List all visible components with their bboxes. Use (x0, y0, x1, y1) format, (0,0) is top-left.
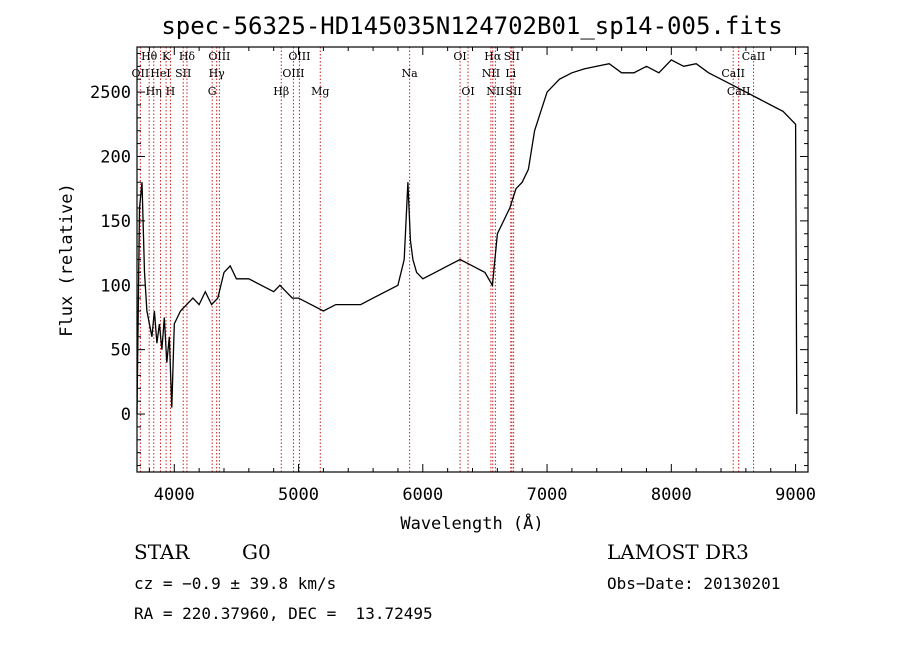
emission-line-labels: Hθ OII Hη K HeI H Hδ SII OIII Hγ G OIII OIII Hβ Mg Na OI… (131, 50, 765, 98)
y-tick-label: 150 (100, 212, 131, 232)
object-subclass: G0 (242, 540, 271, 564)
line-label: Hδ (179, 50, 196, 63)
line-label: CaII (727, 85, 751, 98)
plot-frame (136, 46, 809, 473)
x-tick-label: 8000 (651, 485, 692, 505)
line-label: Hη (146, 85, 162, 98)
y-tick-label: 2500 (90, 83, 131, 103)
x-axis-label: Wavelength (Å) (400, 512, 543, 534)
chart-title: spec-56325-HD145035N124702B01_sp14-005.f… (161, 12, 782, 40)
line-label: Na (402, 67, 419, 80)
line-label: K (162, 50, 171, 63)
y-axis: 0 50 100 150 200 2500 (90, 52, 808, 467)
line-label: SII (506, 85, 522, 98)
line-label: Hγ (209, 67, 226, 80)
line-label: Li (505, 67, 516, 80)
line-label: CaII (742, 50, 766, 63)
x-axis: 4000 5000 6000 7000 8000 9000 (148, 47, 816, 505)
survey-name: LAMOST DR3 (607, 540, 749, 564)
line-label: NII (486, 85, 504, 98)
line-label: OI (453, 50, 466, 63)
x-tick-label: 9000 (775, 485, 816, 505)
line-label: Hβ (273, 85, 289, 98)
obs-date-text: Obs−Date: 20130201 (607, 574, 781, 593)
y-tick-label: 100 (100, 276, 131, 296)
line-label: Mg (311, 85, 329, 98)
line-label: OIII (208, 50, 230, 63)
y-tick-label: 0 (121, 405, 131, 425)
line-label: HeI (150, 67, 170, 80)
y-tick-label: 50 (111, 341, 131, 361)
y-tick-label: 200 (100, 147, 131, 167)
x-tick-label: 6000 (402, 485, 443, 505)
spectrum-line (136, 59, 798, 415)
emission-line-markers (139, 47, 755, 472)
line-label: OIII (282, 67, 304, 80)
y-axis-label: Flux (relative) (57, 183, 77, 337)
x-tick-label: 5000 (278, 485, 319, 505)
line-label: NII (482, 67, 500, 80)
line-label: SII (175, 67, 191, 80)
line-label: Hα (484, 50, 502, 63)
x-tick-label: 7000 (527, 485, 568, 505)
redshift-text: cz = −0.9 ± 39.8 km/s (134, 574, 337, 593)
line-label: Hθ (141, 50, 158, 63)
line-label: OI (461, 85, 474, 98)
coordinates-text: RA = 220.37960, DEC = 13.72495 (134, 604, 433, 623)
line-label: CaII (721, 67, 745, 80)
line-label: G (208, 85, 217, 98)
line-label: OIII (288, 50, 310, 63)
x-tick-label: 4000 (154, 485, 195, 505)
line-label: OII (131, 67, 149, 80)
line-label: SII (504, 50, 520, 63)
line-label: H (166, 85, 176, 98)
object-class: STAR (134, 540, 190, 564)
